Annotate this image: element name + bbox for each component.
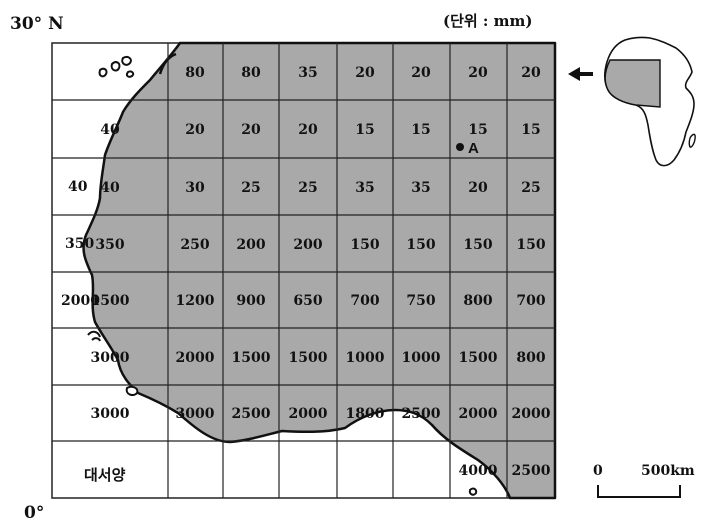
grid-cell-value: 35 — [355, 180, 374, 196]
ocean-label: 대서양 — [84, 467, 126, 484]
grid-cell-value: 25 — [298, 180, 317, 196]
grid-cell-value: 80 — [185, 65, 205, 81]
grid-cell-value: 200 — [293, 237, 322, 253]
grid-cell-value: 2000 — [512, 406, 551, 422]
grid-cell-value: 3000 — [176, 406, 215, 422]
grid-cell-value: 800 — [463, 293, 492, 309]
grid-cell-value: 35 — [298, 65, 317, 81]
point-a-marker — [456, 143, 464, 151]
grid-cell-value: 200 — [236, 237, 265, 253]
grid-cell-value: 350 — [95, 237, 124, 253]
grid-cell-value: 1200 — [176, 293, 215, 309]
grid-cell-value: 20 — [521, 65, 541, 81]
grid-cell-value: 40 — [100, 180, 120, 196]
africa-inset-map — [604, 36, 696, 167]
grid-cell-value: 700 — [516, 293, 545, 309]
grid-cell-value: 1800 — [346, 406, 385, 422]
grid-cell-value: 2000 — [289, 406, 328, 422]
island-canary-1 — [98, 67, 108, 78]
scale-distance-label: 500km — [641, 463, 695, 479]
grid-lines — [52, 43, 555, 498]
island-sao-tome — [468, 487, 478, 496]
grid-cell-value: 3000 — [91, 406, 130, 422]
grid-cell-value: 650 — [293, 293, 322, 309]
grid-cell-value: 1500 — [232, 350, 271, 366]
grid-cell-value: 2000 — [176, 350, 215, 366]
grid-cell-value: 20 — [468, 180, 488, 196]
grid-cell-value: 150 — [406, 237, 435, 253]
grid-cell-value: 15 — [355, 122, 374, 138]
grid-cell-value: 20 — [355, 65, 375, 81]
inset-highlight-region — [604, 59, 661, 108]
arrow-left-icon — [568, 67, 593, 81]
grid-cell-value: 1500 — [91, 293, 130, 309]
grid-cell-value: 150 — [516, 237, 545, 253]
grid-cell-value: 2000 — [459, 406, 498, 422]
grid-cell-value: 2500 — [512, 463, 551, 479]
latitude-label-equator: 0° — [24, 503, 45, 523]
grid-cell-value: 20 — [468, 65, 488, 81]
grid-cell-value: 35 — [411, 180, 430, 196]
grid-cell-value: 1000 — [346, 350, 385, 366]
grid-cell-value: 150 — [350, 237, 379, 253]
grid-cell-value: 20 — [185, 122, 205, 138]
grid-cell-value: 4000 — [459, 463, 498, 479]
grid-cell-value: 800 — [516, 350, 545, 366]
point-a-label: A — [468, 140, 479, 157]
grid-cell-value: 2500 — [232, 406, 271, 422]
scale-bar: 0 500km — [593, 463, 695, 498]
outside-value: 2000 — [61, 293, 100, 309]
grid-cell-value: 250 — [180, 237, 209, 253]
grid-cell-value: 25 — [521, 180, 540, 196]
island-bioko — [125, 385, 139, 397]
grid-cell-value: 1500 — [289, 350, 328, 366]
grid-cell-value: 1500 — [459, 350, 498, 366]
grid-cell-value: 80 — [241, 65, 261, 81]
grid-cell-value: 40 — [100, 122, 120, 138]
island-canary-3 — [121, 55, 132, 66]
inset-madagascar — [688, 133, 696, 148]
grid-cell-value: 900 — [236, 293, 265, 309]
island-canary-4 — [125, 70, 135, 78]
grid-cell-value: 30 — [185, 180, 205, 196]
island-canary-2 — [110, 61, 121, 72]
grid-cell-value: 20 — [241, 122, 261, 138]
grid-cell-value: 150 — [463, 237, 492, 253]
grid-cell-value: 25 — [241, 180, 260, 196]
grid-cell-value: 700 — [350, 293, 379, 309]
outside-value: 40 — [68, 179, 88, 195]
grid-cell-value: 2500 — [402, 406, 441, 422]
grid-cell-value: 20 — [411, 65, 431, 81]
grid-cell-value: 1000 — [402, 350, 441, 366]
grid-cell-value: 3000 — [91, 350, 130, 366]
latitude-label-30n: 30° N — [10, 14, 64, 34]
island-bijagos — [87, 330, 101, 342]
scale-zero-label: 0 — [593, 463, 603, 479]
grid-cell-value: 20 — [298, 122, 318, 138]
land-west-africa — [82, 41, 557, 500]
grid-cell-value: 15 — [521, 122, 540, 138]
rainfall-values: 80 80 35 20 20 20 20 40 20 20 20 15 15 15 15 40 30 25 25 35… — [91, 65, 551, 479]
grid-cell-value: 15 — [411, 122, 430, 138]
grid-cell-value: 15 — [468, 122, 487, 138]
outside-value: 350 — [65, 236, 94, 252]
unit-label: (단위 : mm) — [443, 12, 533, 30]
grid-cell-value: 750 — [406, 293, 435, 309]
island-madeira — [158, 52, 177, 75]
